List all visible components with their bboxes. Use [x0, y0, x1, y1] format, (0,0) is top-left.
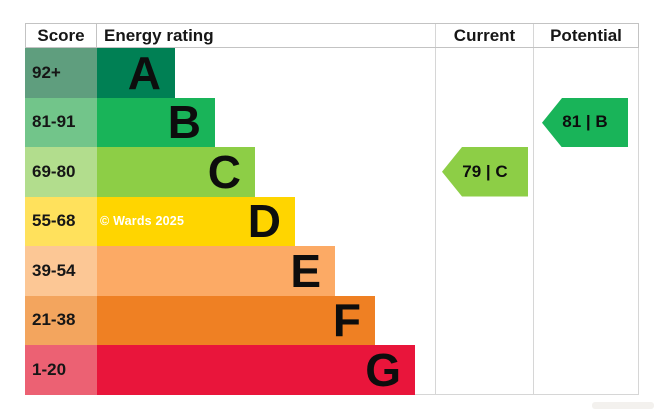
current-column-left-line: [435, 48, 436, 395]
left-pointing-arrow-icon: [442, 147, 528, 197]
column-header-potential: Potential: [533, 24, 639, 47]
band-score-range: 92+: [32, 62, 61, 82]
copyright-watermark: © Wards 2025: [100, 214, 185, 229]
band-bar: E: [97, 246, 335, 296]
band-score-cell: 1-20: [25, 345, 97, 395]
band-row: 81-91 B: [25, 96, 415, 149]
faint-corner-watermark: [592, 402, 654, 409]
band-score-cell: 55-68: [25, 196, 97, 246]
band-rows: 92+ A 81-91 B 69-80 C 55-68 D 39-54: [25, 48, 415, 395]
band-bar: F: [97, 294, 375, 347]
potential-column-left-line: [533, 48, 534, 395]
left-pointing-arrow-icon: [542, 97, 628, 147]
band-row: 39-54 E: [25, 246, 415, 296]
current-rating-arrow: 79 | C: [442, 147, 528, 197]
band-letter: B: [167, 96, 201, 149]
band-letter: C: [207, 145, 241, 198]
band-bar: B: [97, 96, 215, 149]
band-score-range: 39-54: [32, 260, 76, 280]
potential-rating-value: 81 | B: [562, 112, 608, 132]
column-header-score: Score: [25, 24, 97, 47]
band-bar: C: [97, 147, 255, 197]
table-right-border: [638, 48, 639, 395]
band-row: 1-20 G: [25, 345, 415, 395]
epc-table: Score Energy rating Current Potential 92…: [25, 23, 639, 395]
table-header-row: Score Energy rating Current Potential: [25, 23, 639, 48]
band-score-cell: 69-80: [25, 147, 97, 197]
band-row: 92+ A: [25, 48, 415, 98]
column-header-current: Current: [435, 24, 533, 47]
band-letter: A: [127, 46, 161, 99]
table-bottom-border: [415, 394, 639, 395]
potential-rating-arrow: 81 | B: [542, 97, 628, 147]
band-row: 55-68 D: [25, 195, 415, 248]
band-row: 69-80 C: [25, 147, 415, 197]
band-letter: E: [290, 244, 321, 297]
band-score-range: 55-68: [32, 211, 76, 231]
band-score-cell: 39-54: [25, 246, 97, 296]
band-row: 21-38 F: [25, 294, 415, 347]
band-score-cell: 92+: [25, 48, 97, 98]
band-score-range: 69-80: [32, 161, 76, 181]
column-header-energy-rating: Energy rating: [104, 25, 214, 45]
band-score-cell: 21-38: [25, 295, 97, 345]
current-rating-value: 79 | C: [462, 161, 508, 181]
band-score-cell: 81-91: [25, 97, 97, 147]
band-letter: G: [365, 343, 401, 396]
band-letter: D: [247, 195, 281, 248]
band-score-range: 1-20: [32, 359, 67, 379]
band-bar: D: [97, 195, 295, 248]
band-bar: A: [97, 48, 175, 98]
band-bar: G: [97, 345, 415, 395]
band-score-range: 81-91: [32, 112, 76, 132]
band-score-range: 21-38: [32, 310, 76, 330]
band-letter: F: [332, 294, 361, 347]
